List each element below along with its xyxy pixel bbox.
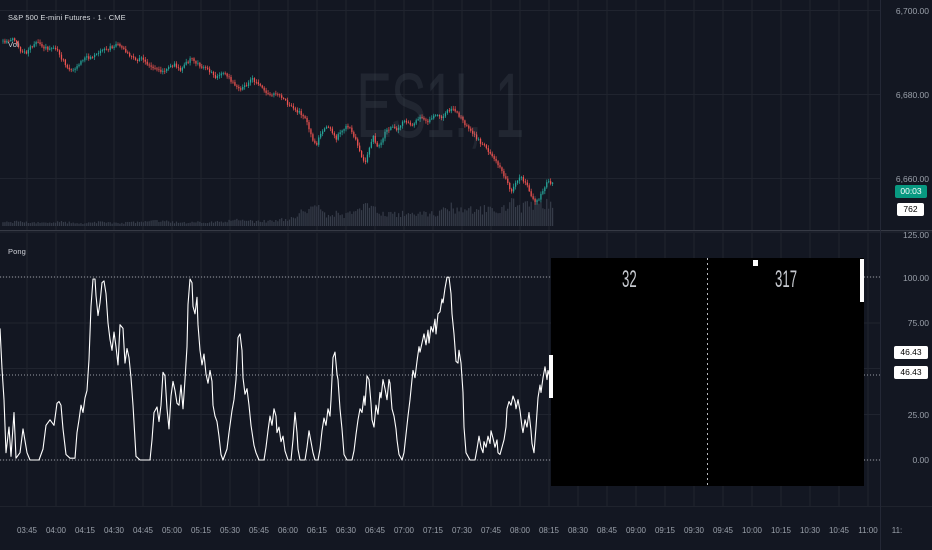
time-axis-label: 05:45: [248, 526, 270, 535]
time-axis-label: 09:45: [712, 526, 734, 535]
price-axis-label: 0.00: [912, 454, 929, 465]
time-axis-label: 09:00: [625, 526, 647, 535]
price-axis-label: 125.00: [903, 230, 929, 240]
time-axis-label: 08:45: [596, 526, 618, 535]
time-axis-label: 07:00: [393, 526, 415, 535]
pong-score-left: 32: [551, 267, 707, 293]
time-axis-label: 09:15: [654, 526, 676, 535]
time-axis-label: 06:45: [364, 526, 386, 535]
pong-paddle-left: [549, 355, 553, 398]
pong-score-right-value: 317: [774, 266, 798, 293]
time-axis-label: 05:30: [219, 526, 241, 535]
indicator-value-label: 46.43: [894, 366, 928, 379]
indicator-value-label: 46.43: [894, 346, 928, 359]
price-pane[interactable]: ES1!, 1 S&P 500 E-mini Futures · 1 · CME…: [0, 0, 880, 230]
time-axis-label: 06:00: [277, 526, 299, 535]
time-axis-label: 07:15: [422, 526, 444, 535]
indicator-pane[interactable]: Pong 32 317: [0, 233, 880, 506]
time-axis-label: 04:45: [132, 526, 154, 535]
price-axis-label: 100.00: [903, 272, 929, 283]
time-axis-label: 11:00: [858, 526, 878, 535]
pong-net-divider: [707, 258, 708, 486]
price-axis-label: 6,680.00: [895, 89, 929, 100]
price-axis-label: 6,700.00: [895, 5, 929, 16]
symbol-legend[interactable]: S&P 500 E-mini Futures · 1 · CME: [8, 13, 126, 22]
time-axis-label: 08:00: [509, 526, 531, 535]
time-axis-label: 08:15: [538, 526, 560, 535]
indicator-legend[interactable]: Pong: [8, 247, 26, 256]
pane-separator[interactable]: [0, 230, 932, 233]
time-axis-label: 06:15: [306, 526, 328, 535]
price-axis-label: 25.00: [907, 409, 929, 420]
time-axis[interactable]: 03:45 04:00 04:15 04:30 04:45 05:00 05:15 05:30…: [0, 506, 932, 550]
time-axis-label: 05:15: [190, 526, 212, 535]
bar-countdown-label: 00:03: [895, 185, 927, 198]
time-axis-label: 04:30: [103, 526, 125, 535]
time-axis-label: 04:15: [74, 526, 96, 535]
time-axis-label: 03:45: [16, 526, 38, 535]
time-axis-label: 10:00: [741, 526, 763, 535]
time-axis-label: 04:00: [45, 526, 67, 535]
time-axis-label: 06:30: [335, 526, 357, 535]
time-axis-label: 10:30: [799, 526, 821, 535]
pong-ball: [753, 260, 758, 266]
time-axis-label: 10:45: [828, 526, 850, 535]
volume-value-label: 762: [897, 203, 924, 216]
pong-game-overlay: 32 317: [549, 258, 864, 486]
time-axis-label: 10:15: [770, 526, 792, 535]
time-axis-label: 07:45: [480, 526, 502, 535]
time-axis-label: 07:30: [451, 526, 473, 535]
time-axis-label: 05:00: [161, 526, 183, 535]
pong-score-left-value: 32: [621, 266, 637, 293]
time-axis-label: 11:: [891, 526, 903, 535]
time-axis-label: 08:30: [567, 526, 589, 535]
time-axis-label: 09:30: [683, 526, 705, 535]
price-axis-label: 75.00: [907, 317, 929, 328]
price-axis-label: 6,660.00: [895, 173, 929, 184]
pong-paddle-right: [860, 259, 864, 302]
volume-legend[interactable]: Vol: [8, 40, 19, 49]
price-axis[interactable]: 00:03 762 46.43 46.43 6,700.00 6,680.00 6,…: [880, 0, 932, 550]
pong-score-right: 317: [708, 267, 864, 293]
